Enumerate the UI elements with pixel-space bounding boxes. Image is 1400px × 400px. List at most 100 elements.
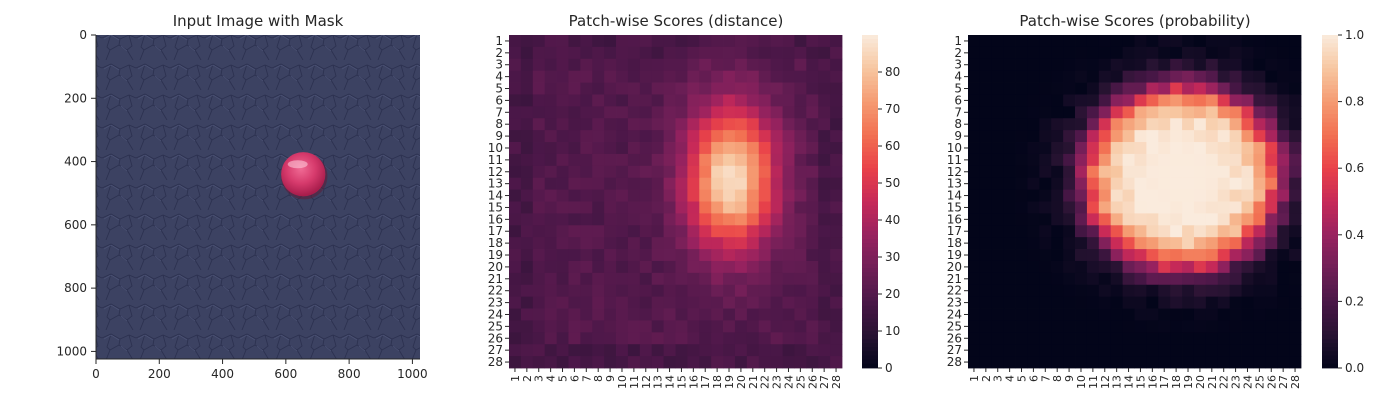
heatmap-cell: [651, 272, 665, 286]
heatmap-cell: [1146, 284, 1159, 298]
heatmap-cell: [651, 82, 665, 95]
heatmap-cell: [1134, 344, 1147, 357]
heatmap-cell: [1170, 189, 1183, 202]
heatmap-cell: [568, 213, 581, 226]
heatmap-cell: [1098, 130, 1112, 143]
heatmap-cell: [520, 332, 534, 345]
colorbar-segment: [1322, 55, 1338, 61]
heatmap-cell: [1063, 70, 1076, 83]
heatmap-cell: [979, 332, 993, 345]
heatmap-cell: [1146, 106, 1159, 119]
heatmap-cell: [991, 249, 1005, 262]
heatmap-cell: [604, 260, 617, 274]
heatmap-cell: [1051, 35, 1064, 48]
heatmap-cell: [1122, 320, 1135, 333]
heatmap-cell: [627, 130, 641, 143]
y-tick-label: 400: [64, 155, 87, 169]
heatmap-cell: [968, 272, 981, 286]
heatmap-cell: [687, 70, 700, 83]
colorbar-segment: [1322, 201, 1338, 207]
heatmap-cell: [1182, 82, 1195, 95]
x-tick-label: 12: [1099, 375, 1112, 389]
heatmap-cell: [509, 237, 522, 250]
heatmap-cell: [1039, 249, 1052, 262]
heatmap-cell: [1265, 296, 1278, 309]
heatmap-cell: [651, 142, 665, 155]
heatmap-cell: [1170, 237, 1183, 250]
heatmap-cell: [794, 237, 807, 250]
heatmap-cell: [1027, 130, 1040, 143]
heatmap-cell: [592, 94, 605, 107]
heatmap-cell: [979, 260, 993, 274]
heatmap-cell: [699, 189, 712, 202]
colorbar-segment: [1322, 301, 1338, 306]
heatmap-cell: [1253, 46, 1266, 60]
heatmap-cell: [509, 320, 522, 333]
heatmap-cell: [520, 344, 534, 357]
heatmap-cell: [1051, 201, 1064, 214]
colorbar-segment: [1322, 193, 1338, 198]
heatmap-cell: [1134, 260, 1147, 274]
distance-heatmap-cells: [509, 35, 843, 369]
heatmap-cell: [580, 225, 593, 238]
heatmap-cell: [699, 356, 712, 369]
heatmap-cell: [1170, 356, 1183, 369]
heatmap-cell: [604, 165, 617, 179]
heatmap-cell: [580, 237, 593, 250]
heatmap-cell: [616, 272, 629, 286]
heatmap-cell: [830, 308, 843, 321]
heatmap-cell: [1277, 356, 1290, 369]
heatmap-cell: [627, 177, 641, 191]
heatmap-cell: [604, 284, 617, 298]
heatmap-cell: [509, 142, 522, 155]
heatmap-cell: [639, 296, 653, 309]
heatmap-cell: [1086, 82, 1100, 95]
heatmap-cell: [1277, 189, 1290, 202]
heatmap-cell: [1086, 94, 1100, 107]
heatmap-cell: [699, 213, 712, 226]
heatmap-cell: [734, 165, 748, 179]
heatmap-cell: [1122, 82, 1135, 95]
y-tick-label: 200: [64, 91, 87, 105]
heatmap-cell: [532, 165, 546, 179]
colorbar-segment: [862, 84, 878, 90]
heatmap-cell: [830, 142, 843, 155]
heatmap-cell: [1158, 201, 1171, 214]
heatmap-cell: [758, 177, 772, 191]
heatmap-cell: [746, 260, 760, 274]
heatmap-cell: [532, 177, 546, 191]
heatmap-cell: [1003, 130, 1016, 143]
heatmap-cell: [520, 142, 534, 155]
heatmap-cell: [544, 165, 557, 179]
colorbar-tick-label: 0.6: [1345, 161, 1364, 175]
heatmap-cell: [794, 189, 807, 202]
heatmap-cell: [979, 35, 993, 48]
heatmap-cell: [1205, 356, 1219, 369]
x-tick-label: 25: [1253, 375, 1266, 389]
heatmap-cell: [1122, 272, 1135, 286]
heatmap-cell: [1003, 70, 1016, 83]
colorbar-segment: [862, 284, 878, 290]
heatmap-cell: [616, 237, 629, 250]
heatmap-cell: [794, 142, 807, 155]
heatmap-cell: [991, 237, 1005, 250]
heatmap-cell: [770, 225, 783, 238]
input-image: [96, 35, 420, 359]
heatmap-cell: [520, 296, 534, 309]
heatmap-cell: [1086, 332, 1100, 345]
heatmap-cell: [1075, 284, 1088, 298]
heatmap-cell: [556, 118, 569, 131]
heatmap-cell: [1075, 296, 1088, 309]
heatmap-cell: [568, 189, 581, 202]
heatmap-cell: [1051, 82, 1064, 95]
heatmap-cell: [616, 213, 629, 226]
heatmap-cell: [830, 106, 843, 119]
heatmap-cell: [758, 118, 772, 131]
heatmap-cell: [1265, 308, 1278, 321]
heatmap-cell: [1086, 153, 1100, 167]
heatmap-cell: [782, 153, 795, 167]
heatmap-cell: [520, 35, 534, 48]
heatmap-cell: [568, 94, 581, 107]
heatmap-cell: [1289, 201, 1302, 214]
heatmap-cell: [968, 106, 981, 119]
